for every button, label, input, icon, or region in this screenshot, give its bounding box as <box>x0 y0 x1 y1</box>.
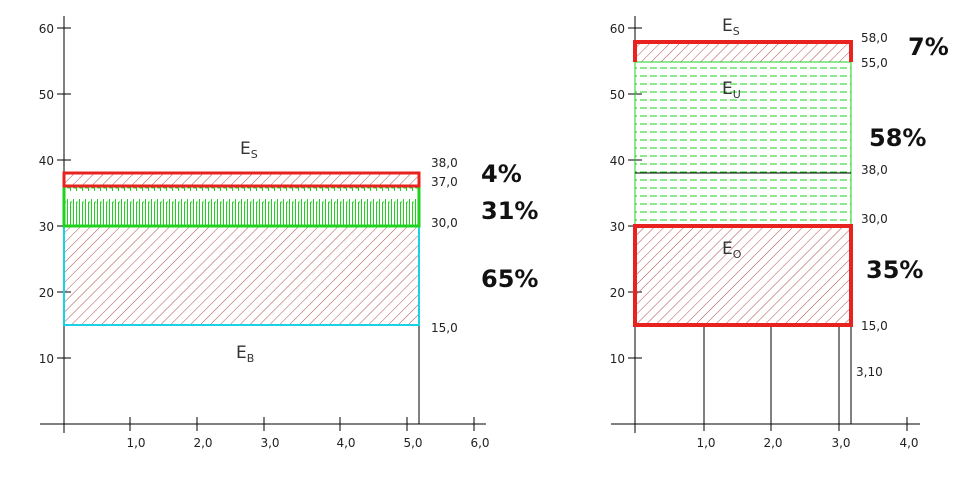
right-x-ticks: 1,0 2,0 3,0 4,0 <box>696 417 919 450</box>
left-y-tick-label: 50 <box>39 88 54 102</box>
left-y-tick-label: 10 <box>39 352 54 366</box>
left-label-es: ES <box>240 139 258 161</box>
left-y-tick-label: 40 <box>39 154 54 168</box>
right-layer-u <box>634 61 852 227</box>
right-value-b2: 30,0 <box>861 212 888 226</box>
right-layer-s-border <box>633 40 853 62</box>
left-percent-s: 4% <box>481 160 522 188</box>
right-diagram: 10 20 30 40 50 60 1,0 2,0 3,0 4,0 <box>610 16 949 450</box>
right-percent-o: 35% <box>866 256 923 284</box>
left-x-tick-label: 4,0 <box>336 436 355 450</box>
left-y-ticks: 10 20 30 40 50 60 <box>39 22 71 366</box>
right-percent-u: 58% <box>869 124 926 152</box>
right-value-top: 58,0 <box>861 31 888 45</box>
left-y-tick-label: 20 <box>39 286 54 300</box>
right-percent-s: 7% <box>908 33 949 61</box>
left-x-tick-label: 1,0 <box>126 436 145 450</box>
right-y-tick-label: 30 <box>610 220 625 234</box>
right-value-base: 15,0 <box>861 319 888 333</box>
right-value-mid: 38,0 <box>861 163 888 177</box>
left-diagram: 10 20 30 40 50 60 1,0 2,0 3,0 4,0 5,0 6,… <box>39 16 538 450</box>
left-layer-s <box>62 171 421 188</box>
left-x-tick-label: 6,0 <box>470 436 489 450</box>
right-value-width: 3,10 <box>856 365 883 379</box>
left-value-base: 15,0 <box>431 321 458 335</box>
right-label-eu: EU <box>722 79 741 101</box>
right-y-ticks: 10 20 30 40 50 60 <box>610 22 642 366</box>
right-y-tick-label: 40 <box>610 154 625 168</box>
left-percent-u: 31% <box>481 197 538 225</box>
left-value-b2: 30,0 <box>431 216 458 230</box>
right-x-tick-label: 2,0 <box>763 436 782 450</box>
right-label-es: ES <box>722 16 740 38</box>
right-support-lines <box>703 325 852 424</box>
left-x-tick-label: 2,0 <box>193 436 212 450</box>
right-layer-o <box>633 224 853 327</box>
right-x-tick-label: 3,0 <box>831 436 850 450</box>
left-layer-u <box>62 184 421 228</box>
right-y-tick-label: 60 <box>610 22 625 36</box>
left-x-ticks: 1,0 2,0 3,0 4,0 5,0 6,0 <box>126 417 490 450</box>
left-layer-o <box>63 225 420 326</box>
left-label-eb: EB <box>236 343 254 365</box>
left-value-b1: 37,0 <box>431 175 458 189</box>
right-y-tick-label: 20 <box>610 286 625 300</box>
right-y-tick-label: 50 <box>610 88 625 102</box>
right-layer-s <box>635 42 851 62</box>
left-value-top: 38,0 <box>431 156 458 170</box>
left-x-tick-label: 5,0 <box>403 436 422 450</box>
right-value-b1: 55,0 <box>861 56 888 70</box>
right-x-tick-label: 4,0 <box>899 436 918 450</box>
right-y-tick-label: 10 <box>610 352 625 366</box>
left-y-tick-label: 30 <box>39 220 54 234</box>
right-x-tick-label: 1,0 <box>696 436 715 450</box>
left-x-tick-label: 3,0 <box>260 436 279 450</box>
left-y-tick-label: 60 <box>39 22 54 36</box>
right-label-eo: EO <box>722 239 742 261</box>
left-percent-o: 65% <box>481 265 538 293</box>
